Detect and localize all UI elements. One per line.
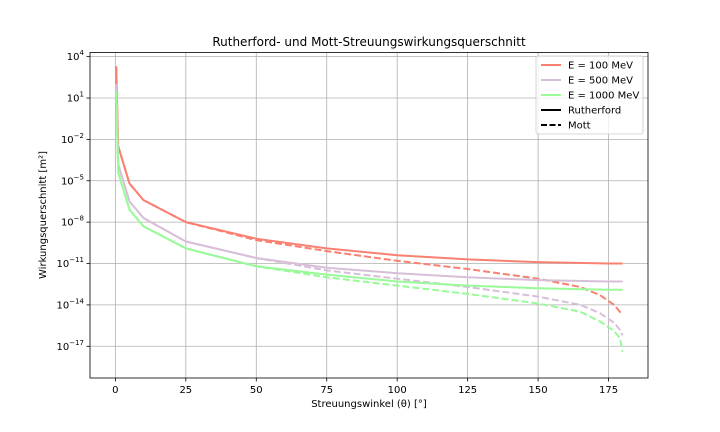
x-tick-label: 25 xyxy=(179,385,192,396)
y-tick-exponent: −5 xyxy=(74,173,84,181)
y-tick-label: 10−17 xyxy=(56,339,84,353)
legend: E = 100 MeV E = 500 MeV E = 1000 MeV Ruther… xyxy=(535,55,644,135)
chart-title: Rutherford- und Mott-Streuungswirkungsqu… xyxy=(212,35,526,49)
x-tick-label: 175 xyxy=(599,385,618,396)
y-tick-label: 104 xyxy=(67,49,85,63)
x-tick-label: 150 xyxy=(529,385,548,396)
y-tick-label: 10−11 xyxy=(56,256,84,270)
axes-frame xyxy=(89,52,649,379)
y-tick-exponent: −17 xyxy=(69,339,84,347)
y-tick-exponent: 1 xyxy=(80,91,84,99)
y-tick-exponent: −8 xyxy=(74,215,84,223)
y-tick-label: 10−14 xyxy=(56,297,84,311)
y-tick-label: 101 xyxy=(67,91,84,105)
x-tick-label: 100 xyxy=(388,385,407,396)
y-tick-exponent: −11 xyxy=(69,256,84,264)
series-line-500mev-mott xyxy=(115,84,624,336)
legend-label: Rutherford xyxy=(568,106,621,117)
y-tick-label: 10−8 xyxy=(61,215,84,229)
series-line-100mev-mott xyxy=(115,66,624,316)
legend-label: E = 500 MeV xyxy=(568,76,633,87)
y-tick-base: 10 xyxy=(61,176,74,187)
x-tick-label: 75 xyxy=(320,385,333,396)
y-tick-base: 10 xyxy=(56,259,69,270)
x-tick-label: 125 xyxy=(458,385,477,396)
y-tick-base: 10 xyxy=(56,300,69,311)
series-line-1000mev-mott xyxy=(115,91,624,352)
y-tick-label: 10−5 xyxy=(61,173,84,187)
y-axis-label: Wirkungsquerschnitt [m²] xyxy=(38,151,49,279)
y-tick-base: 10 xyxy=(61,135,74,146)
x-tick-label: 50 xyxy=(250,385,263,396)
y-tick-base: 10 xyxy=(67,52,80,63)
legend-box xyxy=(535,55,644,135)
y-tick-exponent: −2 xyxy=(74,132,84,140)
x-axis-ticks: 0 25 50 75 100 125 150 175 xyxy=(112,378,618,396)
x-tick-label: 0 xyxy=(112,385,118,396)
y-tick-base: 10 xyxy=(67,94,80,105)
legend-label: E = 1000 MeV xyxy=(568,91,639,102)
legend-label: Mott xyxy=(568,121,591,132)
legend-label: E = 100 MeV xyxy=(568,61,633,72)
y-tick-exponent: 4 xyxy=(80,49,85,57)
x-axis-label: Streuungswinkel (θ) [°] xyxy=(311,399,427,410)
y-tick-exponent: −14 xyxy=(69,297,84,305)
plot-lines xyxy=(115,66,624,352)
y-tick-label: 10−2 xyxy=(61,132,84,146)
y-tick-base: 10 xyxy=(61,218,74,229)
y-tick-base: 10 xyxy=(56,342,69,353)
